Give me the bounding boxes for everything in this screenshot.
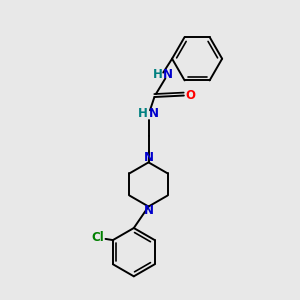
Text: H: H — [138, 107, 148, 120]
Text: N: N — [148, 107, 158, 120]
Text: N: N — [143, 152, 154, 164]
Text: O: O — [185, 89, 195, 102]
Text: Cl: Cl — [92, 231, 104, 244]
Text: N: N — [143, 204, 154, 218]
Text: H: H — [152, 68, 162, 81]
Text: N: N — [163, 68, 173, 81]
